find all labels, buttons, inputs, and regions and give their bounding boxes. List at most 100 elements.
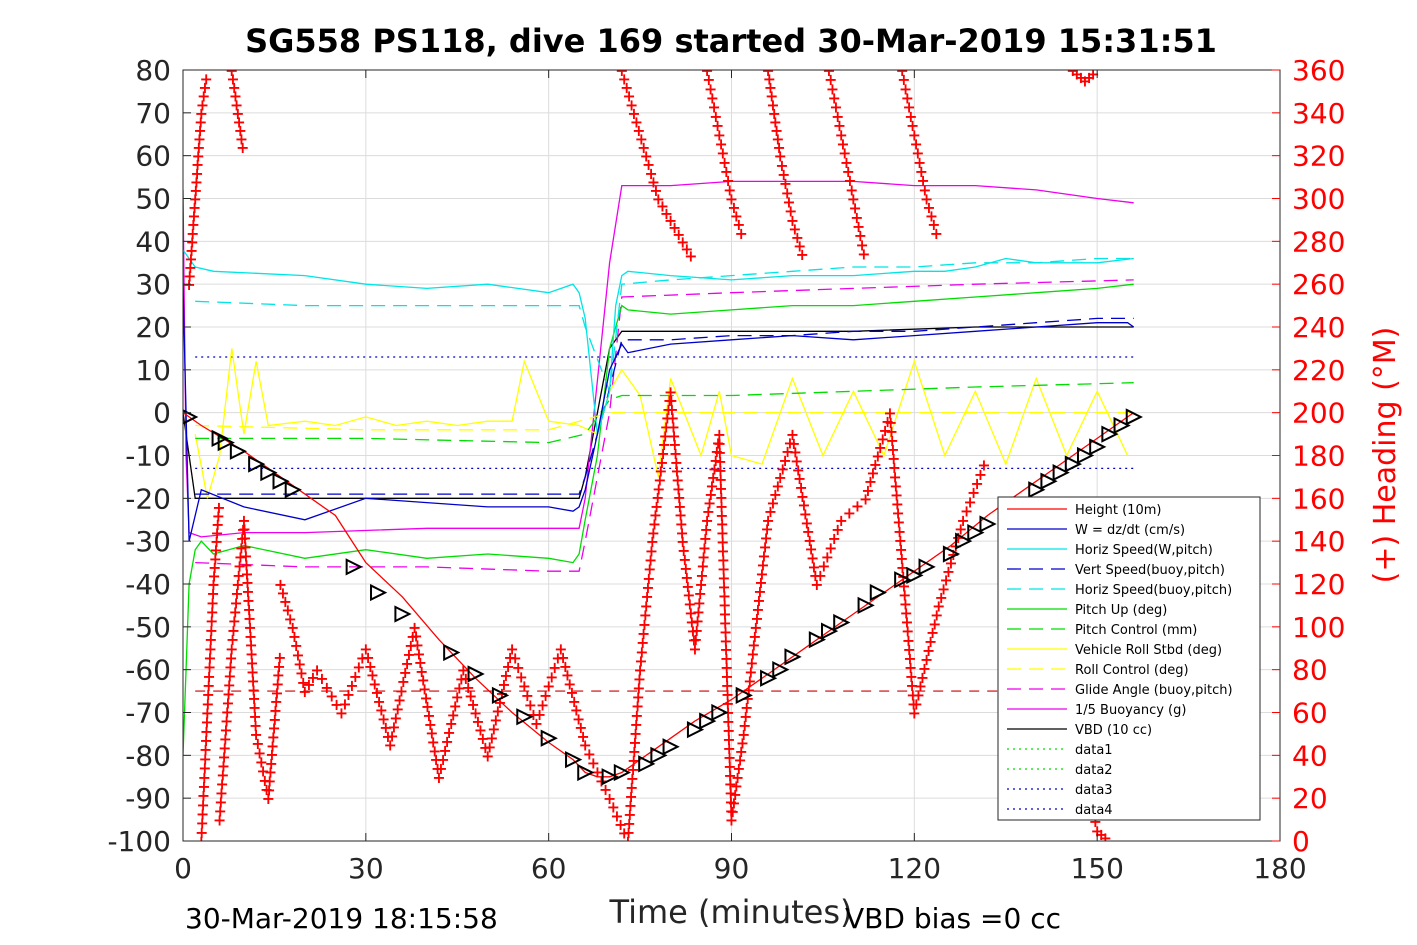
heading-plus-marker: +: [769, 112, 782, 131]
heading-plus-marker: +: [197, 777, 210, 796]
heading-plus-marker: +: [361, 648, 374, 667]
heading-plus-marker: +: [273, 648, 286, 667]
heading-plus-marker: +: [685, 612, 698, 631]
heading-plus-marker: +: [761, 61, 774, 80]
heading-plus-marker: +: [416, 671, 429, 690]
legend-entry-label: Height (10m): [1075, 503, 1161, 518]
heading-plus-marker: +: [646, 532, 659, 551]
heading-plus-marker: +: [217, 756, 230, 775]
heading-plus-marker: +: [266, 736, 279, 755]
heading-plus-marker: +: [444, 714, 457, 733]
heading-plus-marker: +: [803, 531, 816, 550]
heading-plus-marker: +: [533, 705, 546, 724]
heading-plus-marker: +: [799, 504, 812, 523]
markers-layer: +++++++++++++++++++++++++ +++++++++++++++…: [183, 61, 1143, 844]
heading-plus-marker: +: [626, 769, 639, 788]
heading-plus-marker: +: [240, 564, 253, 583]
heading-plus-marker: +: [406, 627, 419, 646]
heading-plus-marker: +: [696, 557, 709, 576]
heading-plus-marker: +: [286, 618, 299, 637]
heading-plus-marker: +: [466, 695, 479, 714]
heading-plus-marker: +: [660, 204, 673, 223]
heading-plus-marker: +: [427, 732, 440, 751]
heading-plus-marker: +: [906, 116, 919, 135]
heading-plus-marker: +: [638, 615, 651, 634]
heading-plus-marker: +: [625, 778, 638, 797]
heading-plus-marker: +: [244, 636, 257, 655]
heading-plus-marker: +: [1095, 825, 1108, 844]
heading-plus-marker: +: [269, 701, 282, 720]
heading-plus-marker: +: [237, 511, 250, 530]
heading-plus-marker: +: [238, 520, 251, 539]
heading-plus-marker: +: [665, 400, 678, 419]
heading-plus-marker: +: [235, 130, 248, 149]
heading-plus-marker: +: [698, 538, 711, 557]
heading-plus-marker: +: [647, 172, 660, 191]
legend-entry-label: Horiz Speed(W,pitch): [1075, 543, 1213, 558]
heading-plus-marker: +: [288, 627, 301, 646]
y2-tick-label: 40: [1292, 739, 1328, 772]
heading-plus-marker: +: [642, 569, 655, 588]
heading-plus-marker: +: [501, 657, 514, 676]
heading-plus-marker: +: [239, 538, 252, 557]
heading-plus-marker: +: [717, 560, 730, 579]
heading-plus-marker: +: [797, 496, 810, 515]
heading-plus-marker: +: [666, 409, 679, 428]
heading-plus-marker: +: [788, 219, 801, 238]
heading-plus-marker: +: [652, 479, 665, 498]
heading-plus-marker: +: [636, 633, 649, 652]
heading-plus-marker: +: [871, 447, 884, 466]
heading-plus-marker: +: [372, 692, 385, 711]
heading-plus-marker: +: [199, 731, 212, 750]
heading-plus-marker: +: [724, 784, 737, 803]
x-axis-label: Time (minutes): [609, 893, 853, 931]
y-tick-label: -30: [125, 525, 171, 558]
height-triangle-marker: [272, 472, 290, 490]
heading-plus-marker: +: [247, 680, 260, 699]
legend-entry-label: 1/5 Buoyancy (g): [1075, 703, 1186, 718]
heading-plus-marker: +: [719, 640, 732, 659]
heading-plus-marker: +: [665, 391, 678, 410]
y-tick-label: 80: [135, 54, 171, 87]
heading-plus-marker: +: [895, 549, 908, 568]
heading-plus-marker: +: [786, 211, 799, 230]
heading-plus-marker: +: [188, 190, 201, 209]
heading-plus-marker: +: [721, 694, 734, 713]
heading-plus-marker: +: [238, 529, 251, 548]
heading-plus-marker: +: [216, 765, 229, 784]
y-tick-label: 30: [135, 268, 171, 301]
heading-plus-marker: +: [679, 559, 692, 578]
heading-plus-marker: +: [907, 694, 920, 713]
heading-plus-marker: +: [622, 814, 635, 833]
heading-plus-marker: +: [236, 520, 249, 539]
heading-plus-marker: +: [325, 686, 338, 705]
heading-plus-marker: +: [840, 153, 853, 172]
height-triangle-marker: [1125, 408, 1143, 426]
height-triangle-marker: [955, 532, 973, 550]
height-triangle-marker: [784, 648, 802, 666]
heading-plus-marker: +: [845, 180, 858, 199]
heading-plus-marker: +: [918, 659, 931, 678]
heading-plus-marker: +: [206, 584, 219, 603]
heading-plus-marker: +: [335, 704, 348, 723]
heading-plus-marker: +: [724, 775, 737, 794]
height-triangle-marker: [894, 571, 912, 589]
heading-plus-marker: +: [739, 707, 752, 726]
height-triangle-marker: [229, 442, 248, 460]
series-layer: [183, 180, 1135, 778]
heading-plus-marker: +: [649, 181, 662, 200]
heading-plus-marker: +: [883, 404, 896, 423]
y-tick-label: -10: [125, 440, 171, 473]
heading-plus-marker: +: [899, 79, 912, 98]
heading-plus-marker: +: [878, 421, 891, 440]
heading-plus-marker: +: [221, 693, 234, 712]
heading-plus-marker: +: [745, 654, 758, 673]
series-line-vehicle-roll-stbd-deg-: [194, 348, 1129, 499]
heading-plus-marker: +: [713, 425, 726, 444]
heading-plus-marker: +: [184, 249, 197, 268]
heading-plus-marker: +: [236, 529, 249, 548]
heading-plus-marker: +: [230, 95, 243, 114]
heading-plus-marker: +: [393, 690, 406, 709]
heading-plus-marker: +: [205, 621, 218, 640]
heading-plus-marker: +: [471, 712, 484, 731]
